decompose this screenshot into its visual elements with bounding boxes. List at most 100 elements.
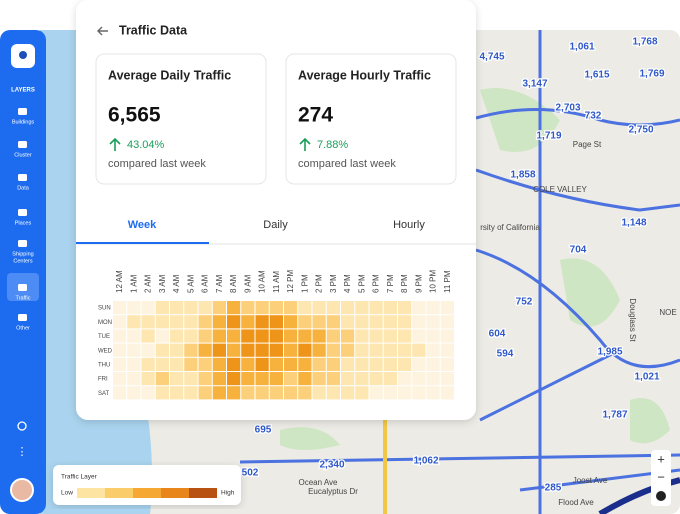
heat-cell — [241, 343, 255, 357]
stat-card — [285, 53, 457, 185]
heat-cell — [127, 343, 141, 357]
map-label: Joost Ave — [573, 476, 608, 485]
map-label: NOE — [659, 308, 676, 317]
hour-label: 9 PM — [414, 274, 423, 293]
heat-cell — [369, 343, 383, 357]
heat-cell — [184, 301, 198, 315]
heat-cell — [312, 329, 326, 343]
heat-cell — [298, 372, 312, 386]
map-label: 285 — [545, 483, 562, 494]
heat-cell — [113, 386, 127, 400]
sidebar-item[interactable]: Centers — [13, 258, 33, 264]
map-label: 1,061 — [569, 42, 594, 53]
avatar[interactable] — [10, 478, 34, 502]
hour-label: 6 PM — [372, 274, 381, 293]
heat-cell — [141, 343, 155, 357]
heat-cell — [326, 315, 340, 329]
heat-cell — [355, 372, 369, 386]
map-label: Page St — [573, 140, 602, 149]
day-label: TUE — [98, 334, 110, 340]
heat-cell — [227, 301, 241, 315]
heat-cell — [255, 301, 269, 315]
tab[interactable]: Week — [128, 219, 157, 231]
heat-cell — [383, 357, 397, 371]
legend-swatch — [77, 488, 105, 498]
sidebar-item[interactable]: Data — [17, 185, 30, 191]
map-label: COLE VALLEY — [533, 185, 587, 194]
more-icon[interactable]: ⋮ — [17, 446, 28, 458]
heat-cell — [184, 343, 198, 357]
hour-label: 7 PM — [386, 274, 395, 293]
map-label: 1,062 — [413, 456, 438, 467]
heat-cell — [269, 372, 283, 386]
heat-cell — [113, 315, 127, 329]
heat-cell — [284, 386, 298, 400]
heat-cell — [383, 343, 397, 357]
heat-cell — [412, 301, 426, 315]
heat-cell — [326, 357, 340, 371]
hour-label: 11 AM — [272, 271, 281, 293]
item-icon — [18, 141, 27, 148]
zoom-in[interactable]: + — [657, 451, 665, 466]
sidebar-item[interactable]: Traffic — [16, 295, 31, 301]
tab[interactable]: Hourly — [393, 219, 425, 231]
heat-cell — [170, 329, 184, 343]
map-label: 2,340 — [319, 460, 344, 471]
hour-label: 10 AM — [258, 270, 267, 293]
sidebar-item[interactable]: Cluster — [14, 152, 32, 158]
heat-cell — [440, 343, 454, 357]
heat-cell — [198, 343, 212, 357]
day-label: WED — [98, 348, 113, 354]
map-label: 1,769 — [639, 69, 664, 80]
map-label: 704 — [570, 245, 587, 256]
heat-cell — [255, 372, 269, 386]
heat-cell — [184, 372, 198, 386]
heat-cell — [412, 372, 426, 386]
heat-cell — [127, 372, 141, 386]
hour-label: 2 AM — [144, 274, 153, 293]
search-icon[interactable] — [17, 421, 27, 431]
heat-cell — [212, 386, 226, 400]
sidebar-item[interactable]: Shipping — [12, 251, 33, 257]
heat-cell — [155, 315, 169, 329]
back-button[interactable] — [97, 26, 108, 36]
heat-cell — [212, 343, 226, 357]
heat-cell — [269, 357, 283, 371]
hour-label: 12 PM — [286, 270, 295, 293]
heat-cell — [113, 372, 127, 386]
heat-cell — [255, 315, 269, 329]
heat-cell — [127, 357, 141, 371]
hour-label: 5 PM — [357, 274, 366, 293]
heat-cell — [312, 372, 326, 386]
compass[interactable] — [656, 491, 666, 501]
heat-cell — [355, 329, 369, 343]
hour-label: 11 PM — [443, 270, 452, 293]
heat-cell — [355, 301, 369, 315]
hour-label: 12 AM — [115, 270, 124, 293]
heat-cell — [398, 343, 412, 357]
sidebar-item[interactable]: Buildings — [12, 119, 35, 125]
heat-cell — [341, 372, 355, 386]
map-label: Douglass St — [628, 298, 637, 342]
sidebar-item[interactable]: Other — [16, 325, 30, 331]
heat-cell — [440, 315, 454, 329]
sidebar-item[interactable]: Places — [15, 220, 32, 226]
map-label: 1,787 — [602, 410, 627, 421]
hour-label: 10 PM — [429, 270, 438, 293]
day-label: SUN — [98, 306, 111, 312]
heat-cell — [369, 386, 383, 400]
heat-cell — [255, 329, 269, 343]
heat-cell — [155, 301, 169, 315]
panel-title: Traffic Data — [119, 23, 188, 37]
heat-cell — [326, 372, 340, 386]
map-label: 1,768 — [632, 37, 657, 48]
map-label: 1,021 — [634, 372, 659, 383]
tab[interactable]: Daily — [263, 219, 288, 231]
heat-cell — [284, 343, 298, 357]
heat-cell — [227, 386, 241, 400]
hour-label: 8 PM — [400, 274, 409, 293]
heat-cell — [284, 301, 298, 315]
item-icon — [18, 209, 27, 216]
zoom-out[interactable]: − — [657, 469, 665, 484]
heat-cell — [155, 386, 169, 400]
